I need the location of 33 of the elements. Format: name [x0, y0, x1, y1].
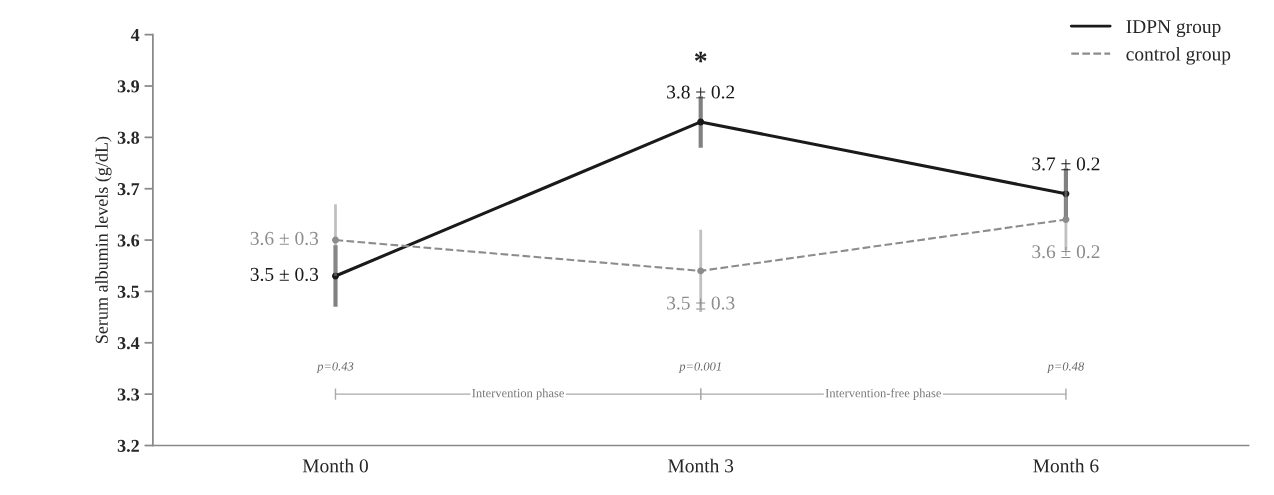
y-tick-label: 3.7	[117, 183, 140, 196]
point	[332, 272, 339, 280]
y-axis-title: Serum albumin levels (g/dL)	[95, 136, 112, 343]
y-tick-label: 3.9	[117, 80, 140, 93]
y-tick-label: 3.5	[117, 285, 140, 298]
x-tick-label: Month 3	[668, 458, 734, 473]
y-tick-label: 4	[130, 29, 140, 41]
legend-label: IDPN group	[1126, 20, 1221, 38]
data-label: 3.8 ± 0.2	[667, 85, 735, 99]
point	[1062, 190, 1070, 198]
annotation: p=0.43	[316, 362, 354, 374]
point	[697, 267, 705, 275]
data-label: 3.6 ± 0.3	[250, 231, 319, 246]
point	[697, 118, 705, 126]
point	[332, 236, 339, 244]
y-tick-label: 3.4	[117, 337, 140, 350]
point	[1062, 216, 1070, 223]
data-label: 3.5 ± 0.3	[667, 296, 735, 310]
data-label: 3.6 ± 0.2	[1032, 245, 1100, 259]
annotation: p=0.48	[1046, 362, 1085, 374]
data-label: 3.5 ± 0.3	[250, 267, 319, 281]
data-label: 3.7 ± 0.2	[1032, 157, 1100, 171]
y-tick-label: 3.2	[117, 439, 139, 453]
annotation: Intervention phase	[472, 388, 564, 400]
annotation: Intervention-free phase	[825, 388, 941, 400]
annotation: *	[694, 51, 707, 63]
y-tick-label: 3.3	[117, 388, 140, 401]
x-tick-label: Month 0	[302, 458, 368, 473]
legend-label: control group	[1126, 46, 1231, 65]
x-tick-label: Month 6	[1033, 458, 1099, 473]
y-tick-label: 3.6	[117, 234, 140, 247]
y-tick-label: 3.8	[117, 131, 140, 144]
annotation: p=0.001	[678, 362, 721, 374]
